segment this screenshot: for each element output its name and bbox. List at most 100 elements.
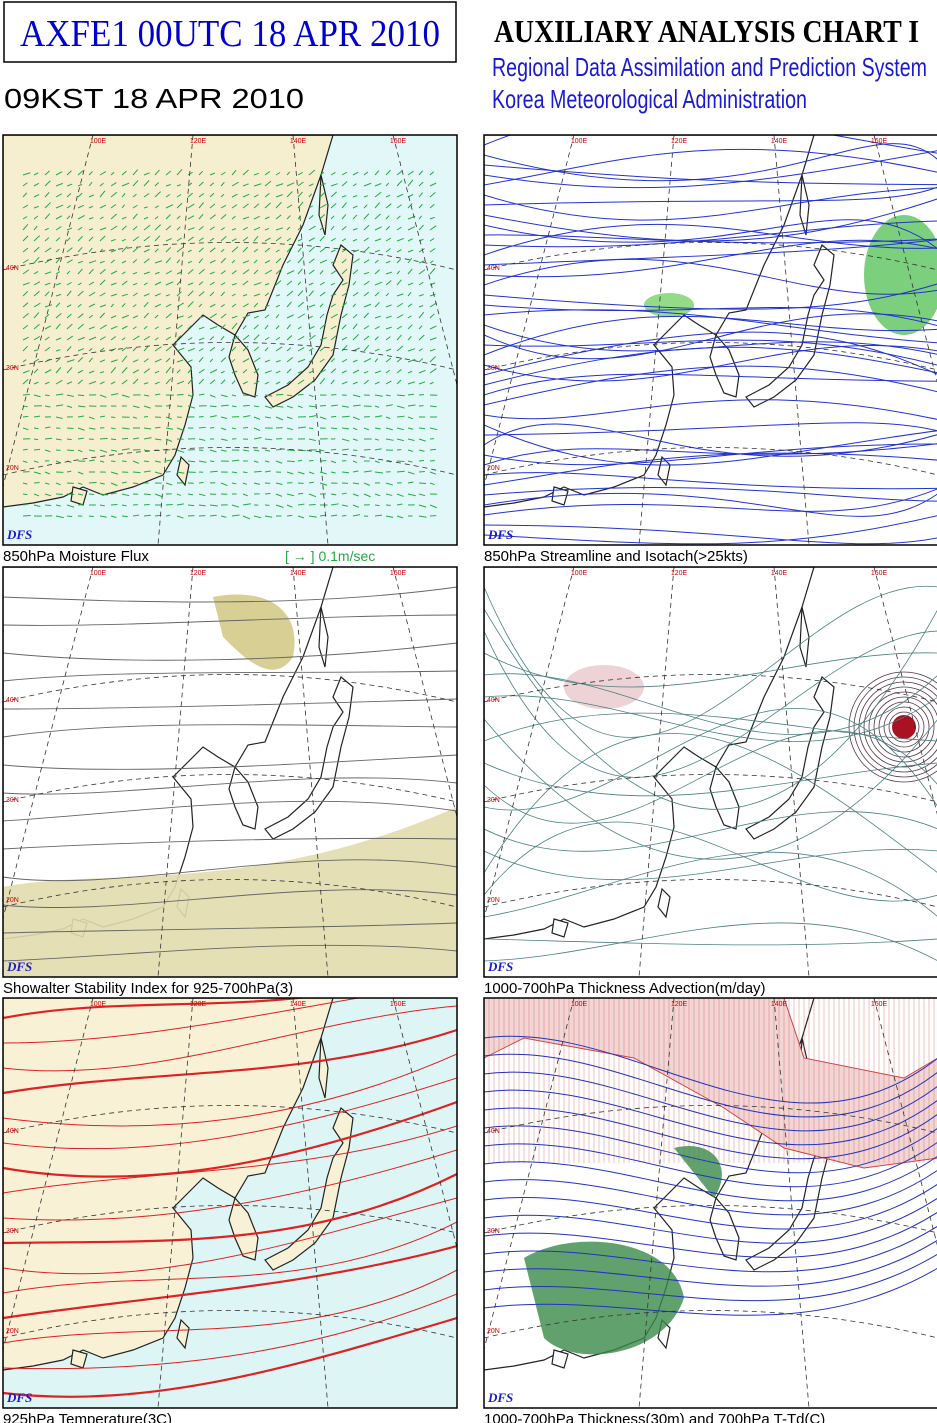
lon-label: 140E (290, 570, 307, 577)
flux-arrow (363, 224, 370, 231)
flux-arrow (253, 235, 259, 242)
flux-arrow (198, 326, 205, 330)
flux-arrow (132, 282, 138, 286)
flux-arrow (374, 259, 379, 264)
flux-arrow (319, 213, 326, 220)
flux-arrow (66, 281, 72, 286)
flux-arrow (363, 482, 370, 486)
flux-arrow (33, 215, 39, 220)
flux-arrow (264, 292, 269, 297)
flux-arrow (297, 503, 305, 506)
flux-arrow (275, 294, 281, 297)
flux-arrow (385, 394, 391, 397)
flux-arrow (99, 235, 106, 242)
panel-legend: [ → ] 0.1m/sec (285, 548, 375, 564)
flux-arrow (187, 215, 195, 220)
contour (3, 800, 457, 822)
flux-arrow (143, 172, 150, 176)
flux-arrow (319, 482, 328, 486)
flux-arrow (220, 303, 225, 308)
flux-arrow (33, 312, 40, 319)
flux-arrow (143, 180, 150, 187)
flux-arrow (385, 292, 390, 297)
flux-arrow (66, 335, 74, 341)
contour (3, 837, 457, 850)
streamline (484, 422, 937, 436)
flux-arrow (352, 381, 358, 385)
island (176, 455, 190, 487)
flux-arrow (275, 416, 284, 421)
flux-arrow (231, 504, 240, 508)
meridian (773, 567, 810, 977)
flux-arrow (253, 380, 260, 385)
flux-arrow (429, 325, 437, 330)
flux-arrow (132, 460, 140, 464)
flux-arrow (165, 270, 173, 275)
panel-caption: 850hPa Moisture Flux (3, 548, 149, 565)
island (228, 333, 259, 398)
flux-arrow (429, 356, 436, 363)
lat-label: 20N (6, 1328, 19, 1335)
flux-arrow (220, 404, 229, 407)
flux-arrow (330, 249, 336, 253)
island (551, 1349, 569, 1369)
flux-arrow (88, 481, 97, 484)
flux-arrow (418, 381, 426, 385)
lon-label: 120E (190, 570, 207, 577)
flux-arrow (286, 347, 292, 352)
flux-arrow (330, 282, 335, 286)
lon-label: 160E (871, 1001, 888, 1008)
flux-arrow (275, 258, 282, 264)
flux-arrow (297, 515, 305, 519)
map-panel: 100E 120E 140E 160E 40N 30N 20N DFS 1000-700hPa … (483, 566, 937, 997)
flux-arrow (297, 335, 305, 341)
flux-arrow (231, 482, 237, 485)
thickness-line (484, 1254, 937, 1302)
flux-arrow (55, 349, 61, 352)
flux-arrow (220, 335, 225, 341)
isotherm (3, 1244, 457, 1320)
flux-arrow (110, 393, 119, 396)
flux-arrow (264, 347, 269, 352)
flux-arrow (110, 325, 118, 330)
flux-arrow (176, 393, 184, 396)
flux-arrow (198, 393, 205, 396)
contour (484, 733, 937, 874)
flux-arrow (154, 248, 159, 253)
flux-arrow (198, 460, 207, 463)
flux-arrow (275, 325, 280, 330)
flux-arrow (187, 460, 196, 463)
parallel (3, 1310, 457, 1339)
flux-arrow (330, 303, 336, 308)
flux-arrow (88, 357, 94, 363)
flux-arrow (275, 172, 281, 176)
flux-arrow (275, 194, 283, 198)
flux-arrow (198, 193, 205, 198)
flux-arrow (275, 236, 282, 242)
flux-arrow (308, 334, 316, 341)
flux-arrow (66, 313, 72, 319)
streamline (484, 150, 937, 189)
contour (484, 730, 937, 824)
streamline (484, 443, 937, 466)
flux-arrow (110, 336, 117, 341)
flux-arrow (352, 482, 360, 485)
flux-arrow (88, 194, 94, 198)
flux-arrow (176, 168, 183, 176)
flux-arrow (154, 438, 162, 441)
flux-arrow (275, 393, 284, 396)
flux-arrow (55, 171, 63, 176)
flux-arrow (341, 292, 348, 297)
flux-arrow (110, 293, 118, 297)
flux-arrow (88, 247, 93, 253)
flux-arrow (308, 503, 316, 506)
flux-arrow (396, 237, 405, 242)
flux-arrow (99, 190, 106, 198)
flux-arrow (33, 368, 39, 374)
flux-arrow (22, 336, 29, 341)
flux-arrow (143, 493, 151, 496)
flux-arrow (66, 215, 71, 220)
advection-max (892, 715, 916, 739)
flux-arrow (44, 325, 52, 330)
lon-label: 100E (571, 1001, 588, 1008)
